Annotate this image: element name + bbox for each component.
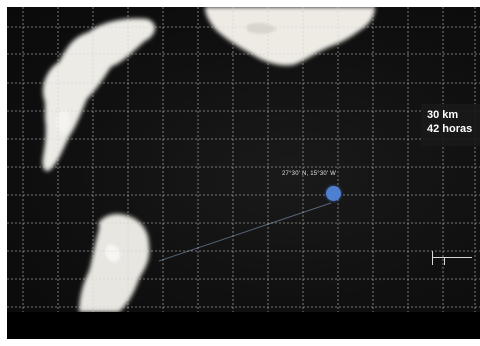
cloud-mass-left xyxy=(7,7,480,312)
scale-line xyxy=(432,257,472,258)
distance-value: 30 km xyxy=(427,109,459,121)
coordinate-grid xyxy=(7,7,480,312)
marker-coordinates-label: 27°30' N, 15°30' W xyxy=(282,171,337,177)
satellite-map[interactable]: 27°30' N, 15°30' W 30 km 42 horas xyxy=(7,7,480,312)
route-info-box: 30 km 42 horas xyxy=(421,104,480,146)
scale-tick-mid xyxy=(444,257,445,265)
scale-tick-start xyxy=(432,251,433,265)
location-marker[interactable] xyxy=(326,186,341,201)
map-viewer[interactable]: 27°30' N, 15°30' W 30 km 42 horas xyxy=(7,7,480,339)
duration-value: 42 horas xyxy=(427,123,473,135)
scale-bar xyxy=(432,247,480,271)
bottom-bar xyxy=(7,312,480,339)
